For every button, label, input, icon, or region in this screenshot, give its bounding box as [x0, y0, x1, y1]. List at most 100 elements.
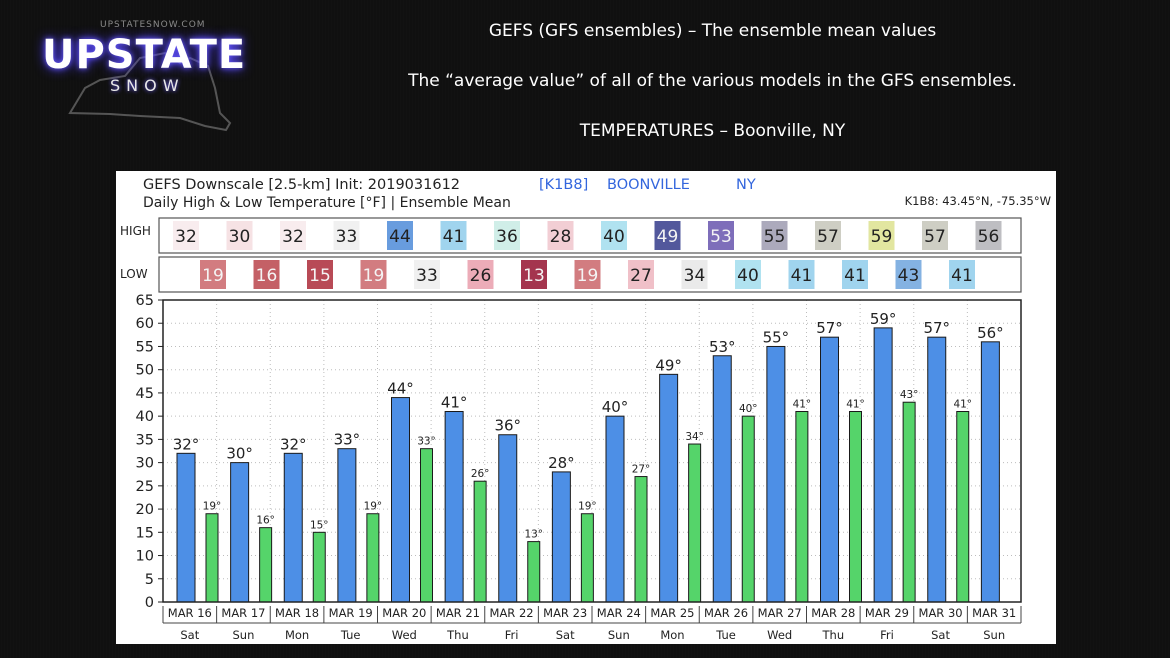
- high-bar: [605, 415, 625, 603]
- high-cell-value: 30: [229, 227, 251, 247]
- high-cell-value: 28: [550, 227, 572, 247]
- low-bar-label: 40°: [739, 403, 758, 415]
- station-state: NY: [736, 177, 756, 193]
- temperature-chart-panel: GEFS Downscale [2.5-km] Init: 2019031612…: [116, 171, 1056, 644]
- high-bar: [766, 345, 786, 603]
- high-row-label: HIGH: [120, 224, 151, 238]
- low-cell: [307, 260, 333, 289]
- low-cell-value: 16: [256, 266, 278, 286]
- low-bar-label: 16°: [256, 515, 275, 527]
- x-weekday-label: Thu: [822, 628, 845, 642]
- low-cell-value: 34: [684, 266, 706, 286]
- high-cell-value: 40: [603, 227, 625, 247]
- high-bar: [551, 471, 571, 603]
- low-bar: [580, 513, 594, 603]
- y-tick-label: 35: [136, 432, 154, 448]
- high-bar-label: 55°: [763, 328, 790, 346]
- x-weekday-label: Fri: [880, 628, 894, 642]
- station-name: BOONVILLE: [607, 177, 690, 193]
- high-bar-label: 49°: [655, 356, 682, 374]
- high-bar-label: 40°: [602, 398, 629, 416]
- low-cell: [681, 260, 708, 289]
- y-tick-label: 5: [145, 572, 154, 588]
- high-bar: [498, 434, 518, 603]
- x-date-label: MAR 27: [758, 606, 802, 620]
- high-bar-label: 44°: [387, 380, 414, 398]
- ny-state-outline-icon: [68, 51, 232, 132]
- high-cell-value: 32: [175, 227, 197, 247]
- y-tick-label: 55: [136, 339, 154, 355]
- x-weekday-label: Wed: [767, 628, 792, 642]
- low-cell: [949, 260, 975, 289]
- x-date-label: MAR 18: [275, 606, 319, 620]
- high-bar-label: 36°: [494, 417, 521, 435]
- high-bar-label: 41°: [441, 394, 468, 412]
- low-row-label: LOW: [120, 267, 148, 281]
- high-cell: [333, 221, 360, 250]
- x-weekday-label: Sun: [983, 628, 1005, 642]
- low-cell-value: 19: [202, 266, 224, 286]
- high-cell-value: 49: [657, 227, 679, 247]
- low-cell-value: 40: [737, 266, 759, 286]
- low-row-frame: [158, 256, 1022, 293]
- low-cell-value: 41: [951, 266, 973, 286]
- high-bar-label: 57°: [923, 319, 950, 337]
- chart-subtitle: Daily High & Low Temperature [°F] | Ense…: [143, 195, 511, 211]
- x-date-label: MAR 22: [490, 606, 534, 620]
- high-bar-label: 32°: [280, 435, 307, 453]
- low-bar: [956, 411, 970, 603]
- high-bar: [712, 355, 732, 603]
- low-cell: [735, 260, 761, 289]
- high-cell: [440, 221, 467, 250]
- x-weekday-label: Mon: [285, 628, 309, 642]
- y-tick-label: 10: [136, 549, 154, 565]
- high-row-frame: [158, 217, 1022, 254]
- low-bar: [312, 531, 326, 603]
- low-bar-label: 41°: [846, 399, 865, 411]
- x-date-label: MAR 29: [865, 606, 909, 620]
- low-bar-label: 41°: [793, 399, 812, 411]
- y-tick-label: 0: [145, 595, 154, 611]
- high-cell: [922, 221, 948, 250]
- low-bar: [420, 448, 433, 603]
- x-date-label: MAR 20: [382, 606, 426, 620]
- low-bar: [688, 443, 702, 603]
- high-cell: [654, 221, 681, 250]
- low-cell-value: 15: [309, 266, 331, 286]
- low-bar: [205, 513, 219, 603]
- high-cell-value: 32: [282, 227, 304, 247]
- high-cell: [761, 221, 788, 250]
- x-weekday-label: Sat: [556, 628, 575, 642]
- low-cell-value: 41: [844, 266, 866, 286]
- high-cell-value: 56: [978, 227, 1000, 247]
- high-cell: [226, 221, 253, 250]
- y-tick-label: 65: [136, 293, 154, 309]
- x-weekday-label: Thu: [446, 628, 469, 642]
- high-bar-label: 56°: [977, 324, 1004, 342]
- high-cell: [601, 221, 627, 250]
- low-bar-label: 41°: [953, 399, 972, 411]
- high-bar: [391, 397, 410, 603]
- low-cell: [200, 260, 226, 289]
- low-cell-value: 13: [523, 266, 545, 286]
- low-bar: [741, 415, 755, 603]
- high-bar-label: 28°: [548, 454, 575, 472]
- high-bar-label: 32°: [173, 435, 200, 453]
- station-coordinates: K1B8: 43.45°N, -75.35°W: [905, 194, 1051, 208]
- x-weekday-label: Sat: [931, 628, 950, 642]
- low-bar: [473, 480, 487, 603]
- header-title: GEFS (GFS ensembles) – The ensemble mean…: [488, 21, 937, 41]
- low-bar-label: 13°: [524, 529, 543, 541]
- low-cell: [360, 260, 387, 289]
- low-bar: [527, 541, 541, 603]
- header-location: TEMPERATURES – Boonville, NY: [579, 121, 846, 141]
- high-bar: [659, 373, 679, 603]
- high-cell: [173, 221, 199, 250]
- low-bar-label: 19°: [203, 501, 222, 513]
- low-bar: [902, 401, 916, 603]
- y-tick-label: 30: [136, 456, 154, 472]
- x-date-label: MAR 24: [597, 606, 641, 620]
- x-date-label: MAR 23: [543, 606, 587, 620]
- low-cell: [788, 260, 815, 289]
